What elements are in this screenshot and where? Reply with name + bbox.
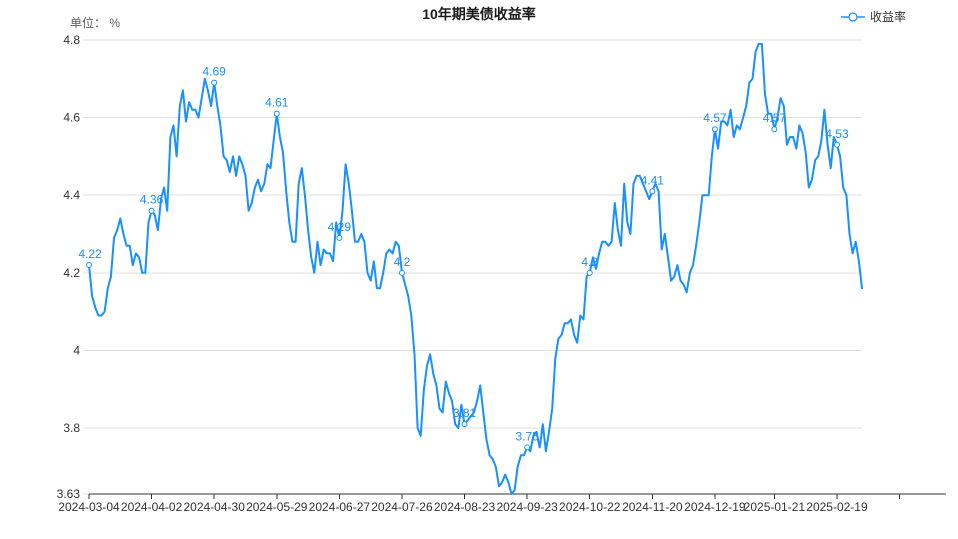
svg-text:2025-01-21: 2025-01-21 — [744, 500, 806, 514]
svg-text:4.8: 4.8 — [63, 33, 80, 47]
svg-text:2024-12-19: 2024-12-19 — [684, 500, 746, 514]
grid-lines — [89, 39, 862, 429]
line-circle-marker-icon — [840, 11, 865, 22]
data-point-label: 4.53 — [825, 127, 849, 141]
svg-text:4.2: 4.2 — [63, 266, 80, 280]
legend-item-yield[interactable]: 收益率 — [840, 8, 906, 25]
data-point-marker — [586, 269, 593, 276]
yield-line-series — [88, 42, 863, 495]
data-point-marker — [649, 188, 656, 195]
svg-text:3.8: 3.8 — [63, 421, 80, 435]
data-point-label: 4.57 — [763, 111, 787, 125]
data-point-marker — [86, 262, 92, 269]
data-point-label: 3.75 — [515, 429, 539, 443]
svg-text:2024-06-27: 2024-06-27 — [309, 500, 371, 514]
svg-text:4.6: 4.6 — [63, 111, 80, 125]
data-point-marker — [211, 79, 218, 86]
svg-text:2024-10-22: 2024-10-22 — [559, 500, 621, 514]
y-axis-unit-label: 单位： % — [70, 16, 121, 30]
svg-text:4.4: 4.4 — [63, 188, 80, 202]
point-annotations: 4.22 4.36 4.69 4.61 4.29 4.2 3.81 3.75 4.2 4.41 4.… — [78, 65, 849, 451]
data-point-marker — [711, 126, 718, 133]
svg-text:2025-02-19: 2025-02-19 — [806, 500, 868, 514]
svg-text:2024-03-04: 2024-03-04 — [58, 500, 120, 514]
data-point-label: 4.69 — [203, 65, 227, 79]
data-point-marker — [833, 141, 840, 148]
svg-text:2024-11-20: 2024-11-20 — [622, 500, 683, 514]
page-title: 10年期美债收益率 — [422, 6, 536, 22]
svg-text:2024-04-02: 2024-04-02 — [121, 500, 183, 514]
svg-text:2024-08-23: 2024-08-23 — [434, 500, 496, 514]
x-axis: 2024-03-04 2024-04-02 2024-04-30 2024-05-29… — [58, 493, 946, 514]
svg-text:2024-09-23: 2024-09-23 — [496, 500, 558, 514]
data-point-label: 4.61 — [265, 96, 289, 110]
data-point-label: 4.41 — [641, 173, 665, 187]
data-point-label: 3.81 — [453, 406, 477, 420]
data-point-label: 4.2 — [581, 255, 598, 269]
data-point-label: 4.2 — [394, 255, 411, 269]
svg-text:2024-05-29: 2024-05-29 — [246, 500, 308, 514]
legend-label: 收益率 — [869, 10, 906, 24]
data-point-marker — [771, 126, 778, 133]
svg-text:2024-07-26: 2024-07-26 — [371, 500, 433, 514]
data-point-label: 4.29 — [328, 220, 352, 234]
data-point-marker — [273, 110, 280, 117]
data-point-marker — [336, 234, 343, 241]
data-point-label: 4.22 — [78, 247, 102, 261]
data-point-marker — [461, 421, 468, 428]
data-point-marker — [524, 444, 531, 451]
data-point-marker — [398, 269, 405, 276]
data-point-label: 4.36 — [140, 193, 164, 207]
data-point-marker — [148, 207, 155, 214]
y-axis: 4.8 4.6 4.4 4.2 4 3.8 3.63 — [57, 33, 89, 501]
svg-text:4: 4 — [73, 343, 80, 357]
svg-text:2024-04-30: 2024-04-30 — [183, 500, 245, 514]
data-point-label: 4.57 — [703, 111, 727, 125]
svg-text:3.63: 3.63 — [57, 487, 81, 501]
